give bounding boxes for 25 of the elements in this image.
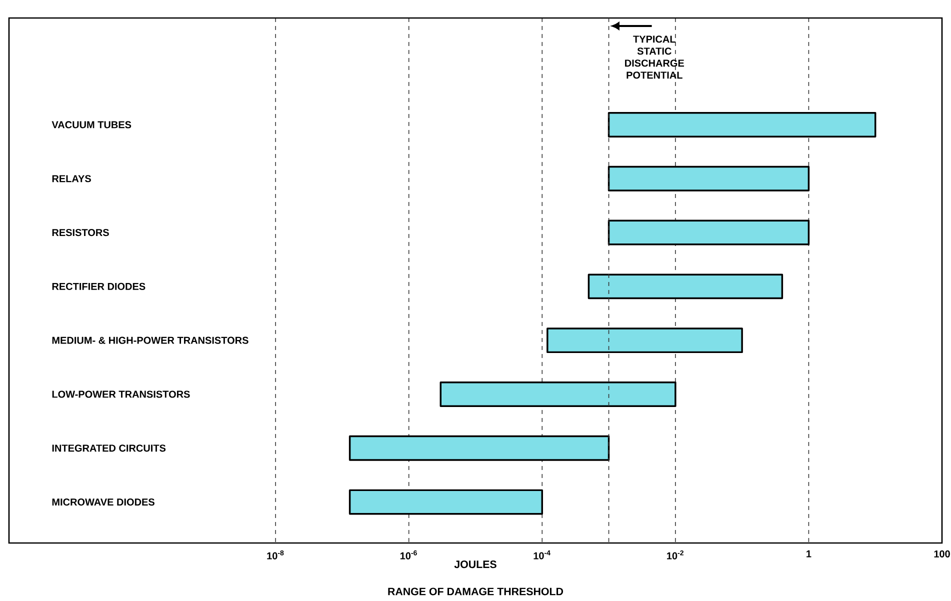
bar (440, 382, 676, 407)
x-tick-label: 10$^{-8}$ (267, 550, 284, 560)
bar (608, 166, 810, 192)
bar (348, 489, 544, 515)
text: RANGE OF DAMAGE THRESHOLD (388, 588, 564, 596)
bar (348, 435, 610, 461)
y-tick-label: MICROWAVE DIODES (52, 498, 154, 506)
y-tick-label: VACUUM TUBES (52, 121, 132, 128)
x-tick-label: 1 (806, 550, 812, 558)
y-tick-label: LOW-POWER TRANSISTORS (52, 390, 190, 398)
y-tick-label: MEDIUM- & HIGH-POWER TRANSISTORS (52, 336, 248, 344)
x-tick-label: 10$^{-6}$ (400, 550, 417, 560)
y-tick-label: RESISTORS (52, 228, 109, 236)
bar (546, 328, 743, 354)
bar (608, 112, 876, 138)
y-tick-label: RELAYS (52, 175, 91, 182)
x-tick-label: 10$^{-2}$ (667, 550, 684, 560)
x-tick-label: 100 (934, 550, 950, 558)
x-axis-title: JOULES (454, 560, 496, 568)
y-tick-label: INTEGRATED CIRCUITS (52, 444, 166, 452)
x-tick-label: 10$^{-4}$ (534, 550, 550, 560)
ref-line-label: TYPICAL STATIC DISCHARGE POTENTIAL (625, 36, 684, 79)
bar (608, 220, 810, 246)
bar (588, 274, 784, 300)
y-tick-label: RECTIFIER DIODES (52, 282, 146, 290)
